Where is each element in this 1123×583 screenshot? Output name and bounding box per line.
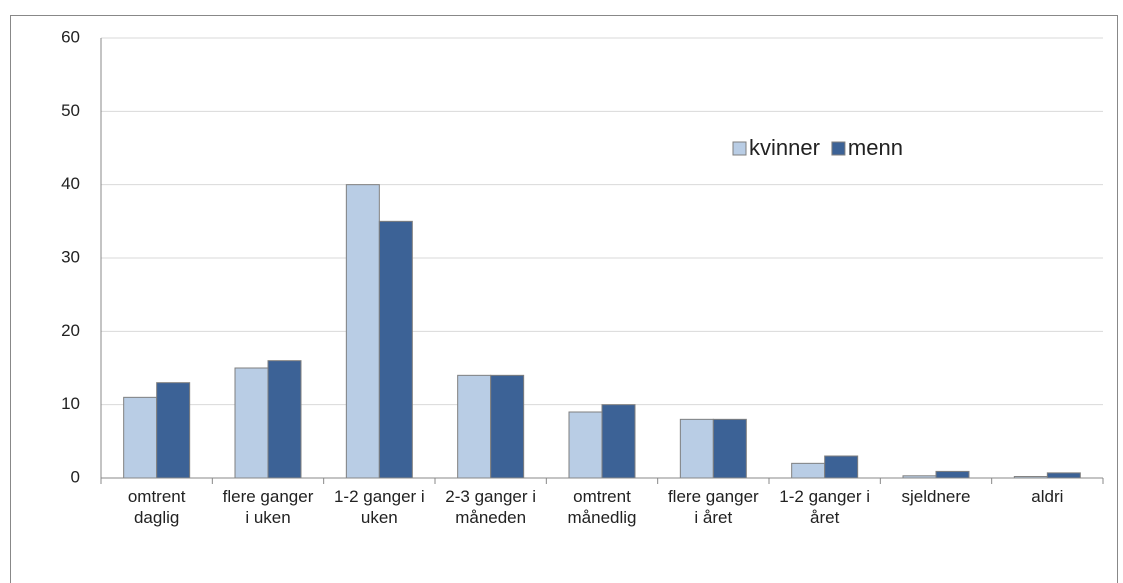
bar [568,411,603,479]
y-tick-label: 30 [61,247,80,266]
bar [1046,472,1081,479]
x-tick-label-box: omtrent daglig [127,487,186,527]
bar [234,367,269,479]
bar [601,404,636,479]
x-tick-label-box: 1-2 ganger i uken [333,487,425,527]
y-tick-label: 20 [61,321,80,340]
x-tick-label: aldri [1031,487,1064,506]
legend-swatch [831,141,846,156]
x-tick-label-box: sjeldnere [901,487,971,506]
x-tick-label-box: 2-3 ganger i måneden [445,487,537,527]
x-tick-label: flere ganger i året [667,487,759,527]
bar [935,470,970,479]
legend-label: menn [848,135,903,160]
legend-label: kvinner [749,135,820,160]
bar [345,184,380,479]
y-tick-label: 0 [71,467,80,486]
y-tick-label: 10 [61,394,80,413]
bar [378,220,413,479]
y-tick-label: 60 [61,27,80,46]
bar [712,418,747,479]
x-tick-label: omtrent daglig [127,487,186,527]
legend-swatch [732,141,747,156]
bar [123,396,158,479]
x-tick-label: 1-2 ganger i året [779,487,871,527]
x-tick-label-box: omtrent månedlig [567,487,637,527]
bar [490,374,525,479]
bar [824,455,859,479]
x-tick-label-box: flere ganger i året [667,487,759,527]
x-tick-label: 2-3 ganger i måneden [445,487,537,527]
x-tick-label-box: aldri [1031,487,1064,506]
x-tick-label-box: flere ganger i uken [222,487,314,527]
x-tick-label: flere ganger i uken [222,487,314,527]
y-tick-label: 40 [61,174,80,193]
bar [267,360,302,479]
bar [156,382,191,479]
x-tick-label-box: 1-2 ganger i året [779,487,871,527]
y-tick-label: 50 [61,101,80,120]
bar [679,418,714,479]
x-tick-label: omtrent månedlig [567,487,637,527]
x-tick-label: 1-2 ganger i uken [333,487,425,527]
x-tick-label: sjeldnere [901,487,971,506]
chart-frame [10,15,1118,583]
bar [791,462,826,479]
bar [457,374,492,479]
